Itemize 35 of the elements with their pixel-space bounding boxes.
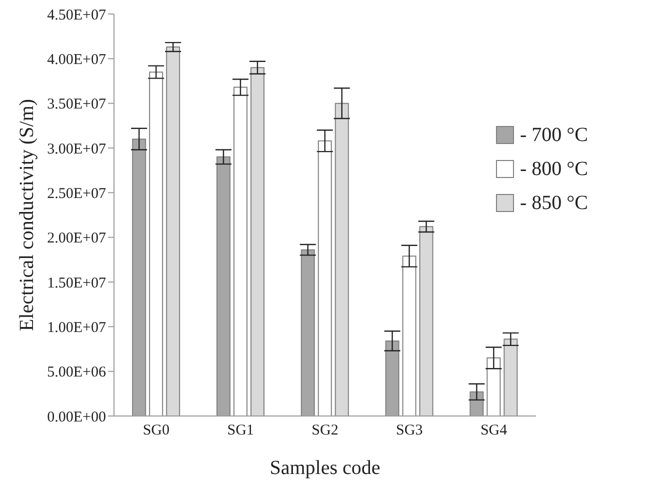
y-tick-label: 2.50E+07 — [47, 186, 106, 202]
legend-label: - 850 °C — [520, 191, 588, 216]
legend-label: - 700 °C — [520, 123, 588, 148]
bar — [334, 102, 349, 416]
y-tick-label: 1.00E+07 — [47, 320, 106, 336]
x-tick-label: SG2 — [312, 422, 338, 439]
bar — [149, 72, 164, 416]
y-tick-label: 1.50E+07 — [47, 275, 106, 292]
bar — [504, 338, 518, 416]
bar — [402, 256, 416, 416]
y-tick-label: 4.50E+07 — [47, 7, 106, 24]
bar — [233, 86, 248, 416]
legend-label: - 800 °C — [520, 157, 588, 182]
x-tick-label: SG3 — [396, 422, 423, 439]
bar — [250, 67, 264, 416]
bar — [419, 226, 434, 416]
y-axis-title: Electrical conductivity (S/m) — [16, 98, 38, 332]
bar — [166, 46, 180, 416]
bar — [132, 138, 146, 416]
bar — [300, 249, 315, 416]
x-axis-title: Samples code — [270, 457, 380, 480]
y-tick-label: 5.00E+06 — [47, 364, 106, 381]
y-tick-label: 0.00E+00 — [47, 409, 106, 426]
x-tick-label: SG0 — [142, 422, 170, 439]
bar — [470, 391, 484, 416]
bar — [216, 156, 230, 416]
y-tick-label: 2.00E+07 — [47, 230, 106, 247]
bar — [318, 140, 332, 416]
x-tick-label: SG4 — [480, 422, 508, 439]
bar — [385, 340, 400, 416]
x-tick-label: SG1 — [227, 422, 254, 439]
y-tick-label: 3.50E+07 — [47, 96, 106, 113]
y-tick-label: 3.00E+07 — [47, 141, 106, 158]
y-tick-label: 4.00E+07 — [47, 52, 106, 68]
bar — [486, 357, 501, 416]
